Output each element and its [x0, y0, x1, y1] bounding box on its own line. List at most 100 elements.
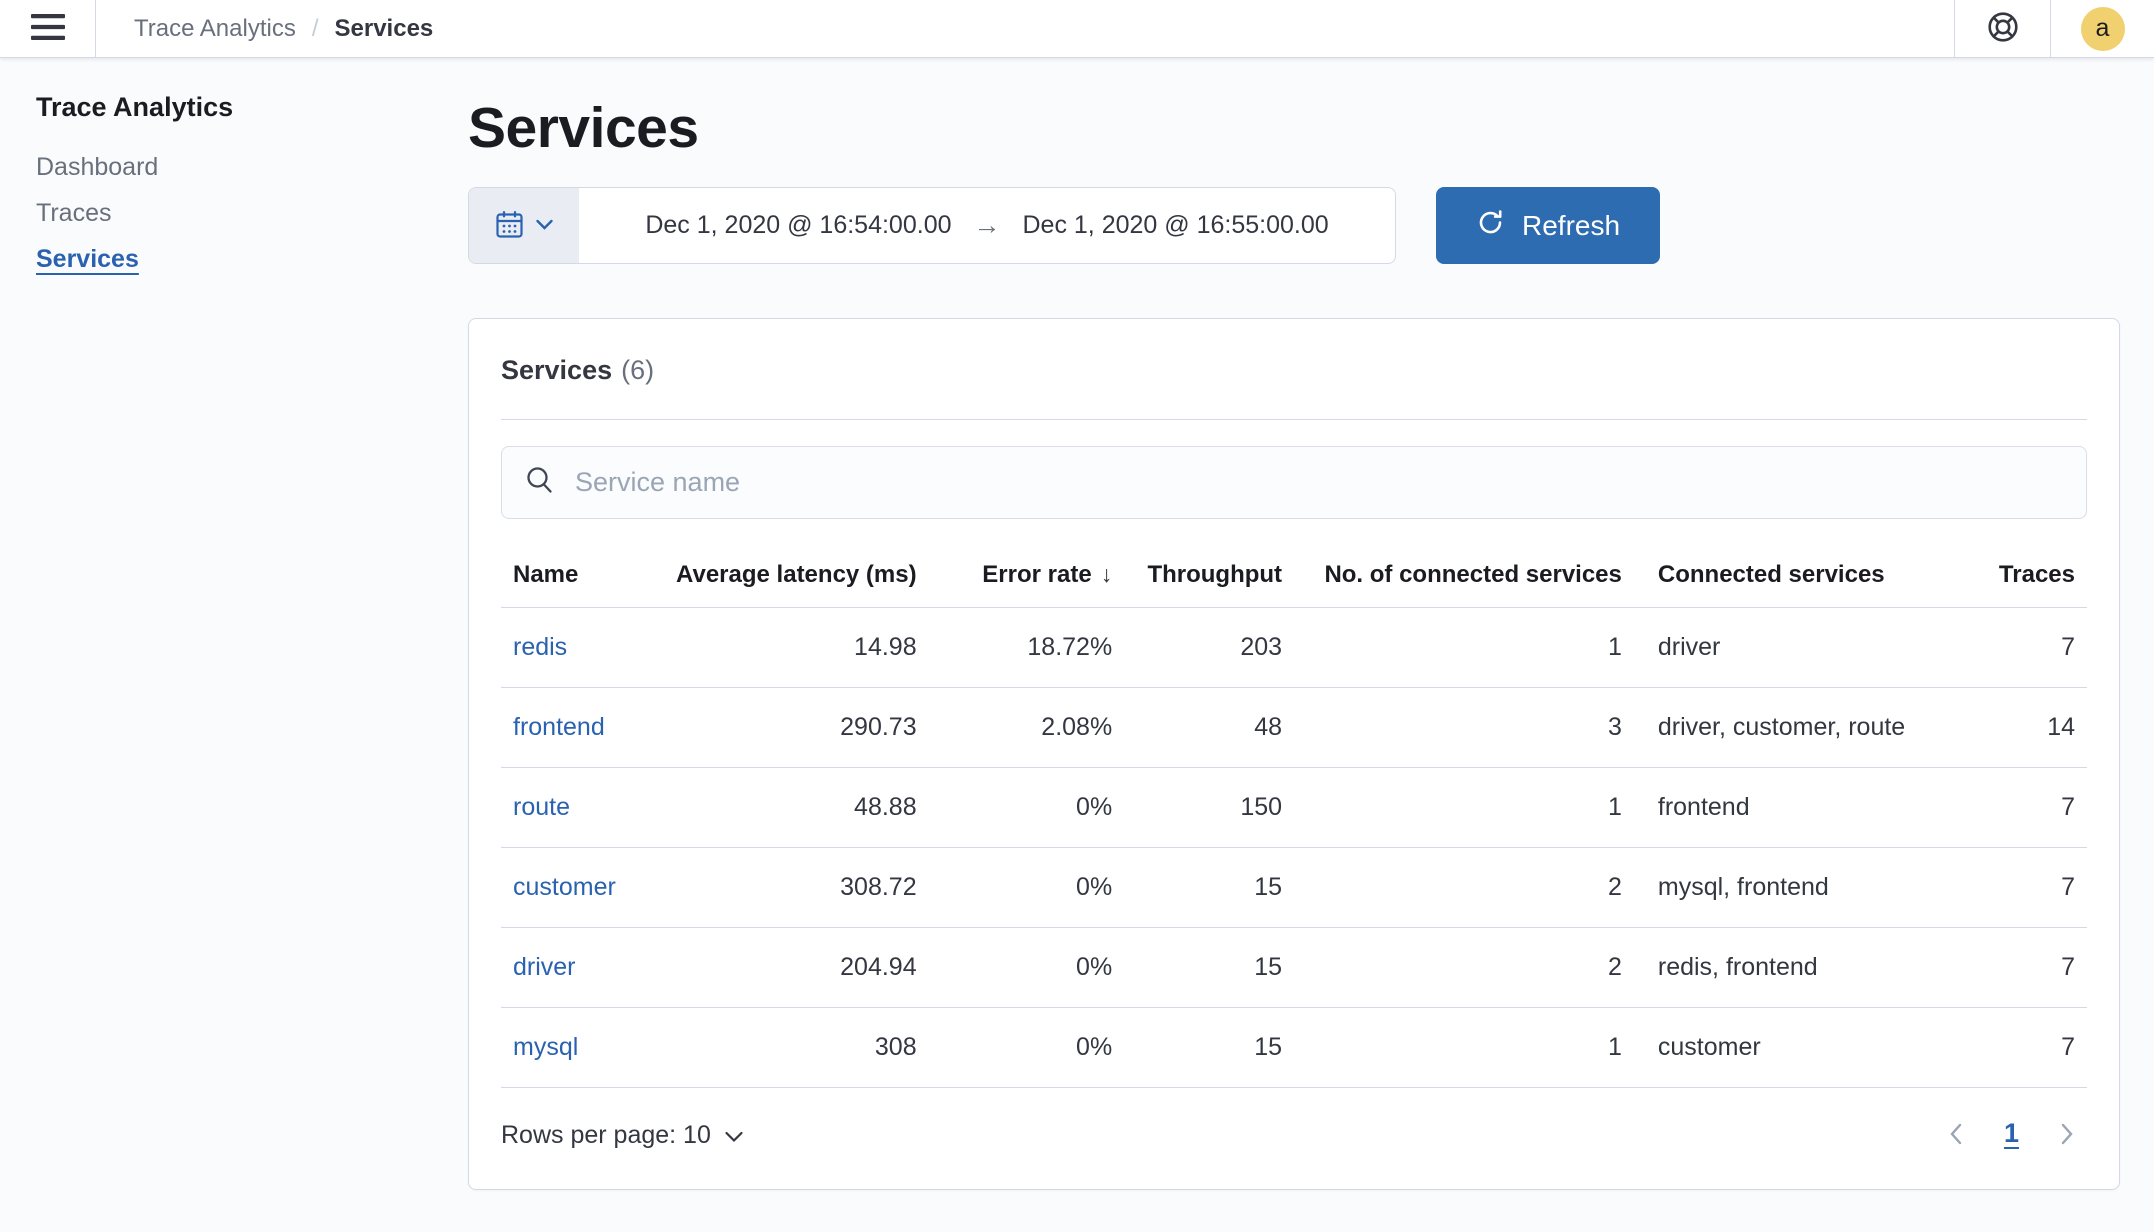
start-date[interactable]: Dec 1, 2020 @ 16:54:00.00	[645, 211, 952, 239]
sidebar-title: Trace Analytics	[36, 92, 234, 122]
life-ring-icon	[1986, 10, 2020, 47]
cell-avg-latency: 204.94	[660, 927, 929, 1008]
column-header-traces[interactable]: Traces	[1959, 543, 2087, 608]
chevron-down-icon	[535, 218, 554, 234]
header-divider	[2050, 0, 2051, 57]
cell-traces: 7	[1959, 607, 2087, 688]
search-input[interactable]	[573, 466, 2068, 499]
table-header-row: Name Average latency (ms) Error rate ↓ Th…	[501, 543, 2087, 608]
rows-per-page-label: Rows per page: 10	[501, 1121, 711, 1149]
sidebar-item-services[interactable]: Services	[36, 245, 139, 273]
services-panel: Services (6) Name	[468, 318, 2120, 1190]
breadcrumb-current-services: Services	[334, 14, 434, 42]
cell-connected-count: 1	[1294, 1007, 1634, 1088]
table-footer: Rows per page: 10 1	[501, 1118, 2087, 1153]
cell-connected-services: customer	[1633, 1007, 1960, 1088]
avatar-zone: a	[2051, 0, 2154, 57]
table-row: frontend 290.73 2.08% 48 3 driver, custo…	[501, 687, 2087, 768]
refresh-button[interactable]: Refresh	[1436, 187, 1661, 264]
service-link[interactable]: redis	[513, 633, 568, 661]
cell-connected-count: 1	[1294, 767, 1634, 848]
cell-connected-services: mysql, frontend	[1633, 847, 1960, 928]
end-date[interactable]: Dec 1, 2020 @ 16:55:00.00	[1022, 211, 1329, 239]
cell-connected-services: driver, customer, route	[1633, 687, 1960, 768]
cell-avg-latency: 48.88	[660, 767, 929, 848]
cell-avg-latency: 14.98	[660, 607, 929, 688]
cell-error-rate: 18.72%	[928, 607, 1125, 688]
previous-page-button[interactable]	[1948, 1122, 1964, 1149]
cell-avg-latency: 290.73	[660, 687, 929, 768]
cell-throughput: 15	[1124, 927, 1295, 1008]
page-1-button[interactable]: 1	[2004, 1118, 2019, 1153]
chevron-left-icon	[1948, 1122, 1964, 1149]
time-controls: Dec 1, 2020 @ 16:54:00.00 → Dec 1, 2020 …	[468, 187, 2120, 264]
sidebar-nav: Dashboard Traces Services	[36, 153, 340, 274]
date-picker-toggle[interactable]	[469, 188, 579, 263]
column-header-name[interactable]: Name	[501, 543, 661, 608]
cell-connected-count: 2	[1294, 927, 1634, 1008]
service-link[interactable]: customer	[513, 873, 616, 901]
pagination: 1	[1948, 1118, 2087, 1153]
cell-traces: 7	[1959, 847, 2087, 928]
service-link[interactable]: frontend	[513, 713, 605, 741]
refresh-icon	[1476, 208, 1505, 244]
sidebar-item-traces[interactable]: Traces	[36, 199, 112, 227]
table-row: driver 204.94 0% 15 2 redis, frontend 7	[501, 927, 2087, 1008]
cell-traces: 14	[1959, 687, 2087, 768]
cell-error-rate: 0%	[928, 767, 1125, 848]
cell-connected-services: frontend	[1633, 767, 1960, 848]
header-divider	[1954, 0, 1955, 57]
user-avatar[interactable]: a	[2080, 6, 2125, 51]
next-page-button[interactable]	[2059, 1122, 2075, 1149]
cell-name: customer	[501, 847, 661, 928]
cell-throughput: 48	[1124, 687, 1295, 768]
panel-title-text: Services	[501, 355, 613, 385]
cell-name: redis	[501, 607, 661, 688]
panel-count: (6)	[621, 355, 655, 385]
help-button[interactable]	[1955, 0, 2050, 57]
calendar-icon	[494, 209, 525, 243]
cell-avg-latency: 308	[660, 1007, 929, 1088]
service-link[interactable]: driver	[513, 953, 576, 981]
breadcrumb-trace-analytics[interactable]: Trace Analytics	[134, 14, 296, 42]
column-header-error-rate-label: Error rate	[982, 561, 1092, 588]
column-header-average-latency[interactable]: Average latency (ms)	[660, 543, 929, 608]
sidebar-item-dashboard[interactable]: Dashboard	[36, 153, 159, 181]
column-header-error-rate[interactable]: Error rate ↓	[928, 543, 1125, 608]
services-table: Name Average latency (ms) Error rate ↓ Th…	[501, 543, 2087, 1088]
column-header-connected-count[interactable]: No. of connected services	[1294, 543, 1634, 608]
column-header-throughput[interactable]: Throughput	[1124, 543, 1295, 608]
service-link[interactable]: mysql	[513, 1033, 579, 1061]
table-row: mysql 308 0% 15 1 customer 7	[501, 1007, 2087, 1088]
cell-throughput: 15	[1124, 847, 1295, 928]
chevron-right-icon	[2059, 1122, 2075, 1149]
super-date-picker: Dec 1, 2020 @ 16:54:00.00 → Dec 1, 2020 …	[468, 187, 1396, 264]
service-link[interactable]: route	[513, 793, 570, 821]
breadcrumb: Trace Analytics / Services	[96, 0, 433, 57]
cell-name: route	[501, 767, 661, 848]
search-box	[501, 446, 2087, 519]
hamburger-icon	[30, 14, 65, 43]
table-row: route 48.88 0% 150 1 frontend 7	[501, 767, 2087, 848]
cell-throughput: 203	[1124, 607, 1295, 688]
cell-error-rate: 0%	[928, 1007, 1125, 1088]
cell-throughput: 150	[1124, 767, 1295, 848]
cell-connected-count: 1	[1294, 607, 1634, 688]
date-range-display: Dec 1, 2020 @ 16:54:00.00 → Dec 1, 2020 …	[579, 188, 1395, 263]
cell-error-rate: 0%	[928, 927, 1125, 1008]
panel-divider	[501, 419, 2087, 420]
sort-desc-icon: ↓	[1100, 561, 1113, 587]
rows-per-page-button[interactable]: Rows per page: 10	[501, 1121, 744, 1150]
cell-connected-services: redis, frontend	[1633, 927, 1960, 1008]
breadcrumb-separator: /	[311, 14, 319, 42]
menu-button[interactable]	[0, 0, 96, 57]
cell-avg-latency: 308.72	[660, 847, 929, 928]
top-header: Trace Analytics / Services a	[0, 0, 2154, 58]
search-icon	[524, 465, 555, 501]
header-actions: a	[1954, 0, 2154, 57]
table-row: redis 14.98 18.72% 203 1 driver 7	[501, 607, 2087, 688]
arrow-right-icon: →	[973, 210, 1001, 240]
cell-error-rate: 0%	[928, 847, 1125, 928]
cell-error-rate: 2.08%	[928, 687, 1125, 768]
cell-traces: 7	[1959, 1007, 2087, 1088]
